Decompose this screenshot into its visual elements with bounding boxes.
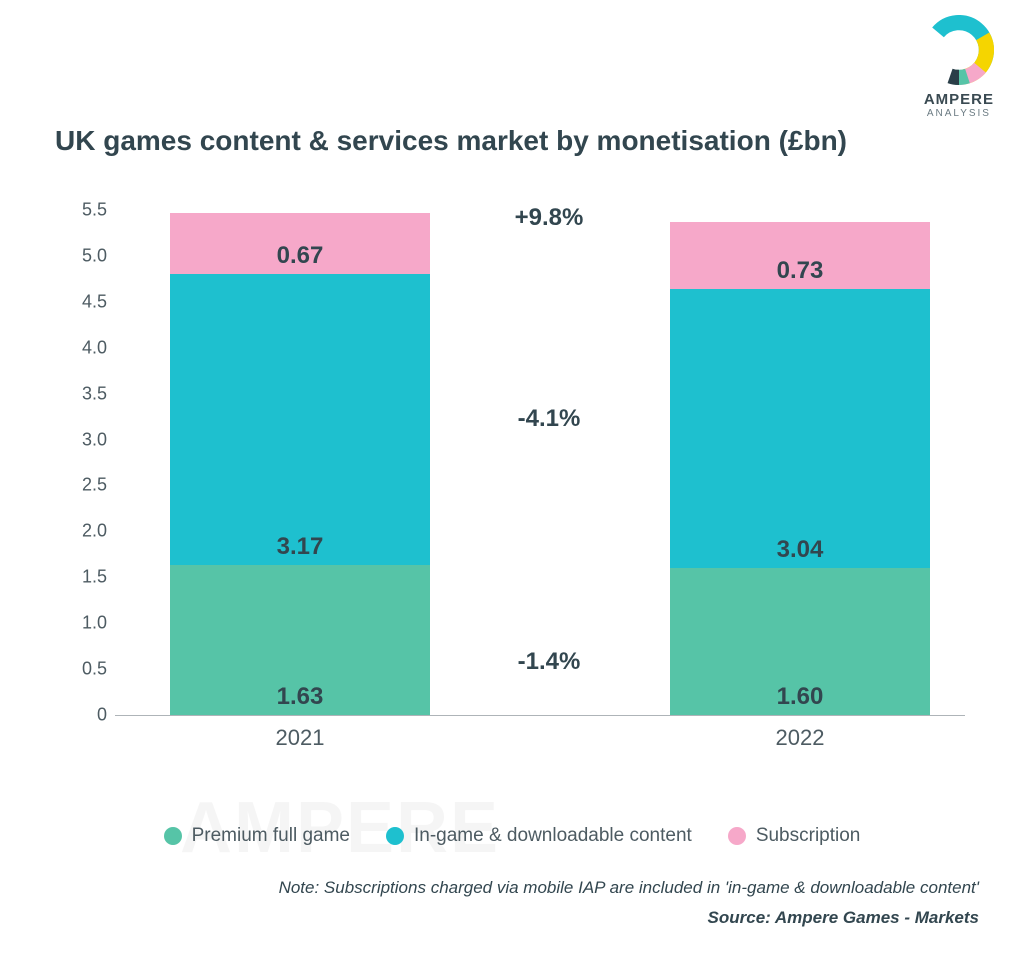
- y-tick-label: 2.0: [65, 521, 107, 542]
- chart-area: 00.51.01.52.02.53.03.54.04.55.05.51.633.…: [115, 195, 965, 755]
- logo-brand-text: AMPERE: [924, 91, 994, 108]
- legend-swatch-icon: [386, 827, 404, 845]
- y-tick-label: 0.5: [65, 659, 107, 680]
- plot-region: 00.51.01.52.02.53.03.54.04.55.05.51.633.…: [115, 210, 965, 715]
- footnote: Note: Subscriptions charged via mobile I…: [279, 878, 979, 898]
- segment-value-label: 3.04: [670, 536, 930, 564]
- bar-segment: 3.04: [670, 289, 930, 568]
- x-tick-label: 2022: [670, 725, 930, 751]
- segment-value-label: 0.67: [170, 242, 430, 270]
- y-tick-label: 0: [65, 705, 107, 726]
- logo-donut-icon: [924, 15, 994, 85]
- brand-logo: AMPERE ANALYSIS: [924, 15, 994, 119]
- y-tick-label: 3.0: [65, 429, 107, 450]
- segment-value-label: 1.63: [170, 683, 430, 711]
- y-tick-label: 2.5: [65, 475, 107, 496]
- y-tick-label: 5.0: [65, 245, 107, 266]
- source-line: Source: Ampere Games - Markets: [708, 908, 979, 928]
- y-tick-label: 4.0: [65, 337, 107, 358]
- legend-label: In-game & downloadable content: [414, 825, 692, 847]
- y-tick-label: 4.5: [65, 291, 107, 312]
- legend-swatch-icon: [164, 827, 182, 845]
- pct-change-label: +9.8%: [489, 204, 609, 232]
- legend-item: Premium full game: [164, 825, 350, 847]
- bar-segment: 0.73: [670, 222, 930, 289]
- segment-value-label: 0.73: [670, 257, 930, 285]
- y-tick-label: 1.5: [65, 567, 107, 588]
- bar-segment: 1.60: [670, 568, 930, 715]
- legend-swatch-icon: [728, 827, 746, 845]
- y-tick-label: 5.5: [65, 200, 107, 221]
- segment-value-label: 1.60: [670, 683, 930, 711]
- logo-sub-text: ANALYSIS: [924, 108, 994, 119]
- legend-item: Subscription: [728, 825, 861, 847]
- x-tick-label: 2021: [170, 725, 430, 751]
- y-tick-label: 3.5: [65, 383, 107, 404]
- bar-segment: 3.17: [170, 274, 430, 565]
- y-tick-label: 1.0: [65, 613, 107, 634]
- x-axis-line: [115, 715, 965, 716]
- pct-change-label: -4.1%: [489, 405, 609, 433]
- legend-label: Subscription: [756, 825, 861, 847]
- legend-label: Premium full game: [192, 825, 350, 847]
- legend: Premium full game In-game & downloadable …: [0, 825, 1024, 851]
- segment-value-label: 3.17: [170, 533, 430, 561]
- pct-change-label: -1.4%: [489, 648, 609, 676]
- chart-title: UK games content & services market by mo…: [55, 125, 847, 157]
- bar-segment: 0.67: [170, 213, 430, 275]
- legend-item: In-game & downloadable content: [386, 825, 692, 847]
- bar-segment: 1.63: [170, 565, 430, 715]
